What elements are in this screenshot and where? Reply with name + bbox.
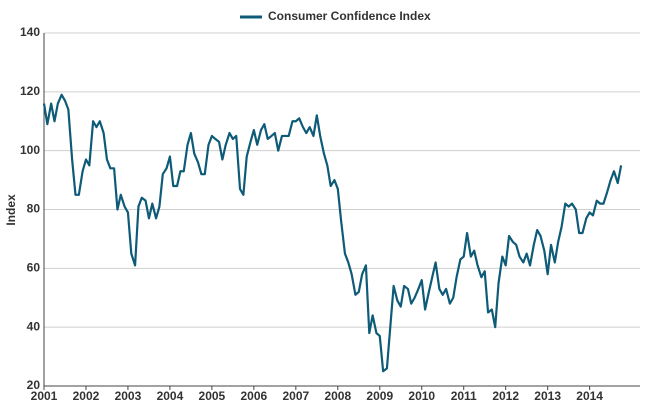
x-tick-label: 2013 bbox=[534, 389, 561, 403]
x-tick-label: 2004 bbox=[157, 389, 184, 403]
x-tick-label: 2008 bbox=[324, 389, 351, 403]
y-tick-label: 40 bbox=[27, 319, 41, 333]
x-tick-label: 2006 bbox=[241, 389, 268, 403]
y-tick-label: 80 bbox=[27, 202, 41, 216]
x-tick-label: 2001 bbox=[31, 389, 58, 403]
y-tick-label: 140 bbox=[20, 25, 40, 39]
x-tick-label: 2012 bbox=[492, 389, 519, 403]
x-tick-label: 2003 bbox=[115, 389, 142, 403]
x-tick-label: 2014 bbox=[576, 389, 603, 403]
x-tick-label: 2005 bbox=[199, 389, 226, 403]
y-axis-label: Index bbox=[4, 194, 18, 226]
x-tick-label: 2011 bbox=[451, 389, 477, 403]
data-line bbox=[42, 93, 623, 373]
y-tick-label: 20 bbox=[27, 378, 41, 392]
x-tick-label: 2009 bbox=[366, 389, 393, 403]
legend-label: Consumer Confidence Index bbox=[268, 9, 431, 23]
x-tick-label: 2007 bbox=[282, 389, 309, 403]
x-tick-label: 2002 bbox=[73, 389, 100, 403]
y-tick-label: 60 bbox=[27, 261, 41, 275]
y-tick-label: 120 bbox=[20, 84, 40, 98]
y-tick-label: 100 bbox=[20, 143, 40, 157]
x-tick-label: 2010 bbox=[408, 389, 435, 403]
